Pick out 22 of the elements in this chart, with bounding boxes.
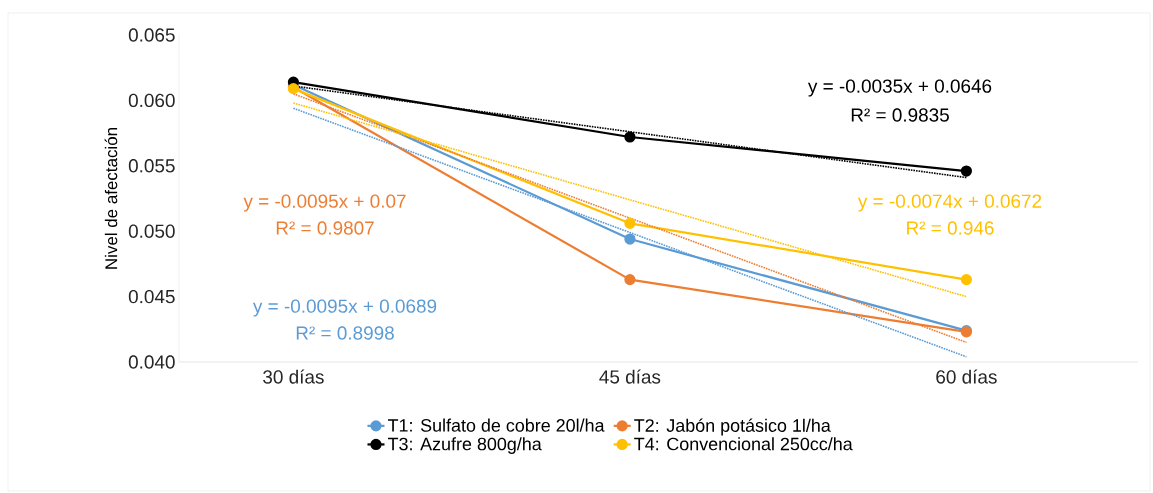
annotation: y = -0.0074x + 0.0672 xyxy=(857,194,1042,212)
annotation: y = -0.0035x + 0.0646 xyxy=(807,79,992,97)
legend-label: T2: Jabón potásico 1l/ha xyxy=(634,418,831,436)
legend-label: T1: Sulfato de cobre 20l/ha xyxy=(387,418,605,432)
x-tick-label: 60 días xyxy=(936,369,997,384)
y-tick-label: 0.065 xyxy=(128,28,175,42)
annotation: R² = 0.8998 xyxy=(296,326,394,340)
annotation: R² = 0.9835 xyxy=(851,108,949,122)
annotation: R² = 0.9807 xyxy=(276,221,374,235)
y-axis-title: Nivel de afectación xyxy=(104,128,118,269)
annotation: R² = 0.946 xyxy=(907,221,994,235)
annotation: y = -0.0095x + 0.0689 xyxy=(252,299,437,317)
annotation: y = -0.0095x + 0.07 xyxy=(243,194,406,212)
legend-label: T4: Convencional 250cc/ha xyxy=(634,437,853,451)
y-tick-label: 0.040 xyxy=(128,355,175,369)
x-tick-label: 30 días xyxy=(263,369,324,384)
y-tick-label: 0.060 xyxy=(128,93,175,108)
y-tick-label: 0.045 xyxy=(128,289,175,304)
x-tick-label: 45 días xyxy=(599,369,661,384)
y-tick-label: 0.050 xyxy=(128,224,175,238)
legend-label: T3: Azufre 800g/ha xyxy=(387,437,542,454)
y-tick-label: 0.055 xyxy=(128,159,175,173)
